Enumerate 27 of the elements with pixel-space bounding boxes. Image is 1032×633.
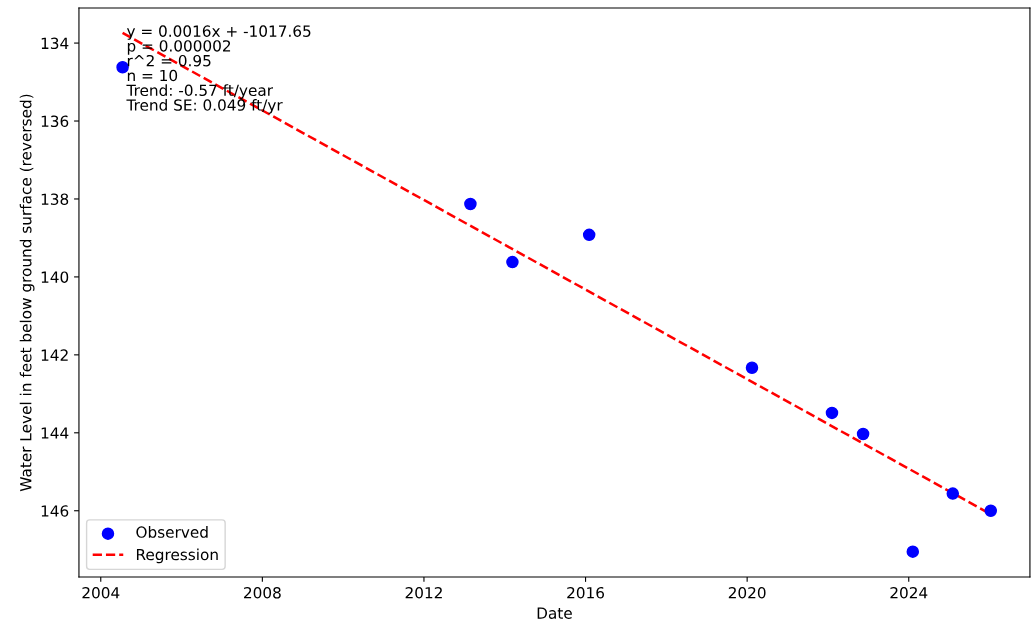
point <box>825 406 839 420</box>
x-tick-label: 2008 <box>244 586 281 599</box>
y-tick-label: 140 <box>41 271 69 283</box>
y-tick-label: 134 <box>41 37 69 50</box>
legend-label: Regression <box>136 548 218 564</box>
y-tick-label: 136 <box>41 115 69 128</box>
legend-label: Observed <box>136 526 208 538</box>
point <box>906 545 920 558</box>
point <box>582 228 596 242</box>
y-tick-label: 138 <box>41 193 69 205</box>
y-tick-label: 146 <box>41 505 69 517</box>
point <box>946 487 960 500</box>
point <box>856 427 870 441</box>
x-tick-label: 2004 <box>82 586 120 599</box>
point <box>464 197 477 211</box>
point <box>116 60 129 74</box>
x-tick-label: 2016 <box>567 586 605 599</box>
y-tick-label: 144 <box>41 427 69 439</box>
point <box>506 255 519 269</box>
y-axis-title: Water Level in feet below ground surface (reversed) <box>19 94 35 492</box>
x-tick-label: 2020 <box>728 586 766 599</box>
point <box>984 504 997 517</box>
x-tick-label: 2024 <box>890 586 928 599</box>
x-tick-label: 2012 <box>405 586 442 599</box>
point <box>745 361 759 374</box>
y-tick-label: 142 <box>41 349 68 361</box>
x-axis-title: Date <box>537 607 572 619</box>
